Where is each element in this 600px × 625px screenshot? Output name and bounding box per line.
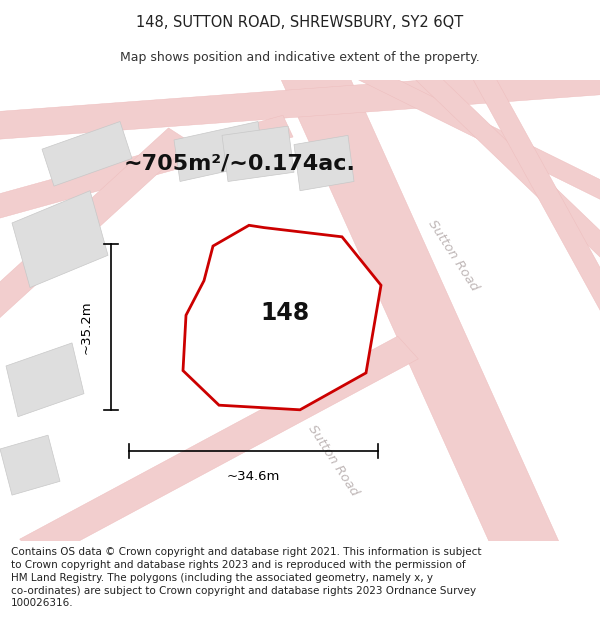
Polygon shape: [174, 121, 264, 181]
Polygon shape: [0, 435, 60, 495]
Polygon shape: [6, 343, 84, 417]
Polygon shape: [0, 115, 293, 220]
Polygon shape: [354, 64, 600, 203]
Text: Sutton Road: Sutton Road: [305, 422, 361, 498]
Text: Contains OS data © Crown copyright and database right 2021. This information is : Contains OS data © Crown copyright and d…: [11, 547, 481, 608]
Text: Sutton Road: Sutton Road: [425, 217, 481, 293]
Polygon shape: [222, 126, 294, 181]
Polygon shape: [20, 336, 418, 562]
Text: ~35.2m: ~35.2m: [79, 300, 92, 354]
Text: ~34.6m: ~34.6m: [227, 470, 280, 483]
Polygon shape: [0, 128, 191, 318]
Polygon shape: [12, 191, 108, 288]
Text: Map shows position and indicative extent of the property.: Map shows position and indicative extent…: [120, 51, 480, 64]
Text: 148, SUTTON ROAD, SHREWSBURY, SY2 6QT: 148, SUTTON ROAD, SHREWSBURY, SY2 6QT: [136, 15, 464, 30]
Polygon shape: [183, 225, 381, 410]
Polygon shape: [0, 66, 600, 140]
Text: ~705m²/~0.174ac.: ~705m²/~0.174ac.: [124, 153, 356, 173]
Polygon shape: [470, 68, 600, 314]
Polygon shape: [42, 121, 132, 186]
Text: 148: 148: [260, 301, 310, 325]
Polygon shape: [294, 136, 354, 191]
Polygon shape: [412, 66, 600, 261]
Polygon shape: [281, 62, 559, 559]
